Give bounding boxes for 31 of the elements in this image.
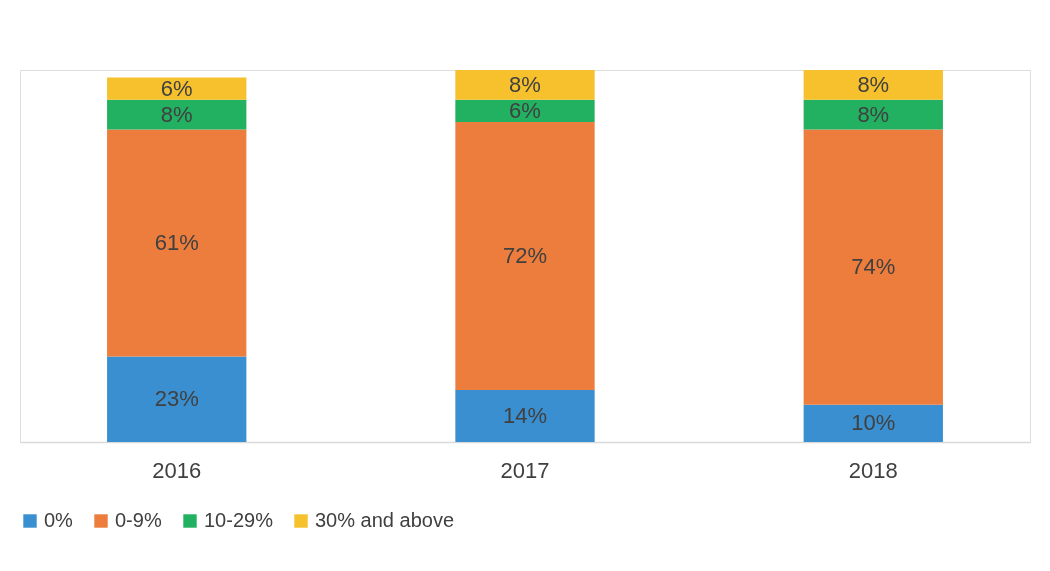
data-label: 14% — [502, 402, 548, 428]
bar — [107, 356, 247, 442]
bar — [455, 70, 595, 100]
x-tick-label: 2018 — [848, 457, 898, 483]
data-label: 6% — [509, 97, 541, 123]
bar — [803, 404, 943, 442]
data-label: 23% — [154, 386, 199, 412]
data-label: 8% — [509, 71, 541, 97]
bar — [455, 122, 595, 390]
data-label: 72% — [502, 243, 548, 268]
legend-label: 0-9% — [115, 509, 162, 531]
bar — [803, 129, 943, 405]
x-tick-label: 2017 — [500, 457, 550, 483]
data-label: 8% — [857, 71, 890, 97]
bar — [803, 99, 943, 130]
data-label: 8% — [857, 101, 890, 127]
bar — [107, 129, 247, 357]
bar — [107, 77, 247, 100]
bar — [455, 389, 595, 442]
data-label: 8% — [160, 101, 193, 127]
legend-label: 0% — [44, 509, 74, 531]
legend-label: 30% and above — [315, 509, 455, 531]
data-label: 10% — [851, 410, 896, 436]
legend-label: 10-29% — [204, 509, 274, 531]
data-label: 6% — [160, 75, 193, 101]
bar — [107, 99, 247, 130]
bar — [455, 99, 595, 123]
x-tick-label: 2016 — [152, 457, 202, 483]
data-label: 61% — [154, 229, 199, 255]
bar — [803, 70, 943, 100]
data-label: 74% — [851, 254, 896, 280]
